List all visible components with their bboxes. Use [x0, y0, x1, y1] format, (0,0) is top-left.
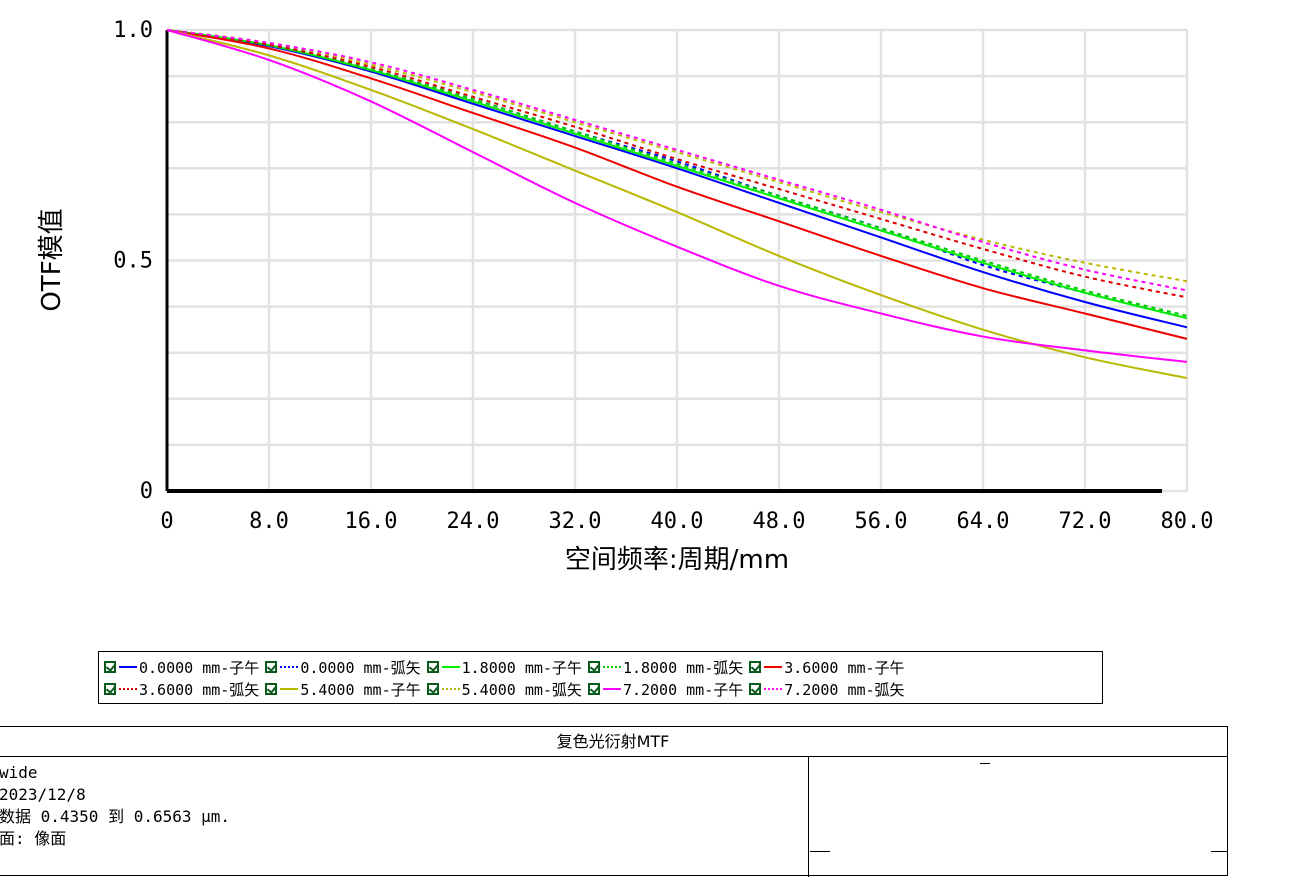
legend-swatch	[119, 688, 137, 690]
legend-label: 7.2000 mm-弧矢	[784, 680, 905, 699]
info-title: 复色光衍射MTF	[0, 727, 1227, 757]
legend-item[interactable]: 5.4000 mm-弧矢	[426, 679, 582, 700]
legend-label: 3.6000 mm-子午	[784, 658, 905, 677]
legend-label: 0.0000 mm-弧矢	[300, 658, 421, 677]
axes	[165, 30, 1162, 493]
checkbox-icon[interactable]	[749, 683, 762, 695]
legend-swatch	[602, 666, 621, 668]
legend-swatch	[280, 666, 299, 668]
legend-row: 3.6000 mm-弧矢 5.4000 mm-子午 5.4000 mm-弧矢 7.20…	[104, 678, 1102, 700]
checkbox-icon[interactable]	[104, 661, 116, 673]
x-tick-label: 32.0	[549, 509, 602, 534]
checkbox-icon[interactable]	[265, 661, 278, 673]
legend-item[interactable]: 7.2000 mm-子午	[587, 679, 744, 700]
corner-mark	[1211, 851, 1227, 852]
x-axis-title: 空间频率:周期/mm	[565, 545, 789, 575]
checkbox-icon[interactable]	[426, 661, 439, 673]
legend-item[interactable]: 1.8000 mm-子午	[426, 657, 582, 678]
legend-swatch	[280, 688, 299, 690]
legend-item[interactable]: 3.6000 mm-弧矢	[104, 679, 259, 700]
legend-row: 0.0000 mm-子午 0.0000 mm-弧矢 1.8000 mm-子午 1.80…	[104, 656, 1102, 678]
x-tick-label: 8.0	[249, 509, 289, 534]
series-line-4	[166, 29, 1188, 317]
legend: 0.0000 mm-子午 0.0000 mm-弧矢 1.8000 mm-子午 1.80…	[98, 651, 1103, 704]
info-left-cell: wide 2023/12/8 数据 0.4350 到 0.6563 µm. 面:…	[0, 757, 809, 877]
info-line-lens: wide	[0, 763, 38, 782]
legend-swatch	[119, 666, 137, 668]
checkbox-icon[interactable]	[426, 683, 439, 695]
grid	[165, 28, 1189, 493]
series-line-1	[166, 29, 1188, 329]
legend-item[interactable]: 3.6000 mm-子午	[749, 657, 905, 678]
x-tick-label: 16.0	[345, 509, 398, 534]
legend-swatch	[764, 688, 783, 690]
series-line-7	[166, 29, 1188, 380]
legend-label: 1.8000 mm-弧矢	[622, 658, 744, 677]
series-line-9	[166, 29, 1188, 363]
legend-label: 5.4000 mm-弧矢	[461, 680, 582, 699]
y-tick-label: 0	[140, 479, 153, 504]
tick-labels: 0 8.0 16.0 24.0 32.0 40.0 48.0 56.0 64.0 72.0 80.0…	[113, 18, 1213, 534]
checkbox-icon[interactable]	[749, 661, 762, 673]
corner-mark	[980, 763, 990, 764]
info-line-wavelength: 数据 0.4350 到 0.6563 µm.	[0, 807, 231, 826]
checkbox-icon[interactable]	[265, 683, 278, 695]
mtf-chart: 0 8.0 16.0 24.0 32.0 40.0 48.0 56.0 64.0 72.0 80.0…	[37, 18, 1213, 575]
x-tick-label: 48.0	[753, 509, 806, 534]
legend-swatch	[441, 688, 460, 690]
x-tick-label: 24.0	[447, 509, 500, 534]
checkbox-icon[interactable]	[587, 683, 600, 695]
y-axis-title: OTF模值	[37, 208, 67, 311]
x-tick-label: 0	[160, 509, 173, 534]
info-line-surface: 面: 像面	[0, 829, 67, 848]
legend-label: 3.6000 mm-弧矢	[139, 680, 260, 699]
legend-swatch	[602, 688, 621, 690]
x-tick-label: 64.0	[957, 509, 1010, 534]
legend-item[interactable]: 0.0000 mm-弧矢	[265, 657, 421, 678]
info-line-date: 2023/12/8	[0, 785, 86, 804]
legend-label: 0.0000 mm-子午	[139, 658, 260, 677]
series-line-8	[166, 29, 1188, 283]
x-tick-label: 40.0	[651, 509, 704, 534]
checkbox-icon[interactable]	[587, 661, 600, 673]
y-tick-label: 1.0	[113, 18, 153, 43]
legend-item[interactable]: 5.4000 mm-子午	[265, 679, 421, 700]
x-tick-label: 72.0	[1059, 509, 1112, 534]
legend-label: 1.8000 mm-子午	[461, 658, 582, 677]
legend-item[interactable]: 7.2000 mm-弧矢	[749, 679, 905, 700]
x-tick-label: 80.0	[1161, 509, 1214, 534]
corner-mark	[810, 851, 830, 852]
legend-item[interactable]: 0.0000 mm-子午	[104, 657, 259, 678]
series-lines	[166, 29, 1188, 380]
legend-item[interactable]: 1.8000 mm-弧矢	[587, 657, 744, 678]
series-line-5	[166, 29, 1188, 340]
checkbox-icon[interactable]	[104, 683, 116, 695]
info-right-cell	[810, 757, 1227, 877]
legend-swatch	[441, 666, 460, 668]
info-table: 复色光衍射MTF wide 2023/12/8 数据 0.4350 到 0.65…	[0, 726, 1228, 877]
y-tick-label: 0.5	[113, 249, 153, 274]
legend-label: 5.4000 mm-子午	[300, 680, 421, 699]
legend-label: 7.2000 mm-子午	[622, 680, 744, 699]
legend-swatch	[764, 666, 783, 668]
x-tick-label: 56.0	[855, 509, 908, 534]
